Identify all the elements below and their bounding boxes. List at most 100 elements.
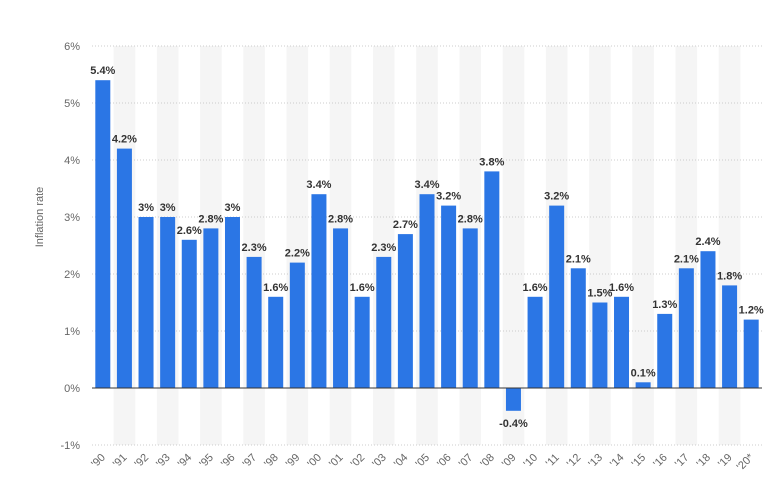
bar — [224, 217, 240, 388]
x-tick-label: '17 — [673, 452, 692, 471]
x-tick-label: '97 — [241, 452, 260, 471]
bar — [441, 205, 457, 388]
x-tick-label: '11 — [544, 452, 562, 470]
data-label: 1.6% — [609, 282, 634, 294]
data-label: 2.8% — [198, 213, 223, 225]
bar — [549, 205, 565, 388]
bar — [181, 239, 197, 388]
x-tick-label: '15 — [630, 452, 649, 471]
data-label: 2.8% — [328, 213, 353, 225]
bar — [570, 268, 586, 388]
data-label: 5.4% — [90, 65, 115, 77]
data-label: 1.6% — [350, 282, 375, 294]
bar — [397, 234, 413, 388]
bar — [95, 80, 111, 388]
x-tick-label: '03 — [370, 452, 389, 471]
data-label: 2.1% — [566, 253, 591, 265]
data-label: 2.1% — [674, 253, 699, 265]
bar — [138, 217, 154, 388]
data-label: 3.4% — [414, 179, 439, 191]
bar — [527, 296, 543, 388]
bar — [160, 217, 176, 388]
data-label: 2.4% — [695, 236, 720, 248]
y-axis-label: Inflation rate — [34, 187, 46, 248]
x-tick-label: '04 — [392, 452, 411, 471]
y-tick-label: 0% — [64, 383, 80, 395]
data-label: 2.6% — [177, 225, 202, 237]
x-tick-label: '18 — [694, 452, 713, 471]
y-tick-label: 6% — [64, 41, 80, 53]
x-tick-label: '07 — [457, 452, 476, 471]
x-tick-label: '98 — [262, 452, 281, 471]
data-label: 4.2% — [112, 134, 137, 146]
data-label: -0.4% — [499, 418, 528, 430]
x-tick-label: '91 — [111, 452, 130, 471]
bar — [592, 302, 608, 388]
bar — [635, 382, 651, 388]
bar — [614, 296, 630, 388]
data-label: 3.2% — [544, 191, 569, 203]
data-label: 3% — [225, 202, 241, 214]
x-tick-label: '10 — [522, 452, 541, 471]
bar — [354, 296, 370, 388]
bar — [743, 319, 759, 388]
bar — [289, 262, 305, 388]
bar — [505, 388, 521, 411]
data-label: 0.1% — [631, 367, 656, 379]
x-tick-label: '20* — [735, 451, 757, 473]
x-tick-label: '99 — [284, 452, 303, 471]
bar — [268, 296, 284, 388]
column-band — [502, 46, 525, 445]
data-label: 3.4% — [306, 179, 331, 191]
bar — [116, 148, 132, 388]
data-label: 1.2% — [739, 305, 764, 317]
x-tick-label: '09 — [500, 452, 519, 471]
x-tick-label: '93 — [154, 452, 173, 471]
bar — [657, 313, 673, 388]
x-tick-label: '12 — [565, 452, 584, 471]
data-label: 2.2% — [285, 248, 310, 260]
data-label: 3.8% — [479, 156, 504, 168]
x-tick-label: '13 — [586, 452, 605, 471]
x-tick-label: '19 — [716, 452, 735, 471]
column-band — [632, 46, 654, 445]
data-label: 1.3% — [652, 299, 677, 311]
data-labels: 5.4%4.2%3% 3%2.6%2.8%3%2.3%1.6%2.2%3.4%2.… — [90, 65, 764, 430]
x-tick-label: '05 — [413, 452, 432, 471]
data-label: 3.2% — [436, 191, 461, 203]
x-tick-label: '92 — [133, 452, 152, 471]
data-label: 3% — [138, 202, 154, 214]
data-label: 2.3% — [242, 242, 267, 254]
data-label: 2.7% — [393, 219, 418, 231]
x-tick-label: '08 — [478, 452, 497, 471]
x-tick-label: '16 — [651, 452, 670, 471]
bar — [376, 256, 392, 388]
bar — [484, 171, 500, 388]
data-label: 3% — [160, 202, 176, 214]
x-axis-ticks: '90'91'92'93'94'95'96'97'98'99'00'01'02 '… — [89, 451, 757, 473]
y-tick-label: 4% — [64, 155, 80, 167]
x-tick-label: '06 — [435, 452, 454, 471]
bar — [246, 256, 262, 388]
y-axis-ticks: 6% 5% 4% 3% 2% 1% 0% -1% — [60, 41, 80, 452]
bar — [700, 251, 716, 388]
y-tick-label: 5% — [64, 98, 80, 110]
y-tick-label: -1% — [60, 440, 80, 452]
bar — [722, 285, 738, 388]
x-tick-label: '02 — [349, 452, 368, 471]
data-label: 1.6% — [263, 282, 288, 294]
bar — [311, 194, 327, 388]
y-tick-label: 1% — [64, 326, 80, 338]
x-tick-label: '14 — [608, 452, 627, 471]
data-label: 1.5% — [587, 288, 612, 300]
bar — [203, 228, 219, 388]
x-tick-label: '96 — [219, 452, 238, 471]
x-tick-label: '95 — [197, 452, 216, 471]
data-label: 2.3% — [371, 242, 396, 254]
bar — [462, 228, 478, 388]
data-label: 1.8% — [717, 270, 742, 282]
bars — [95, 80, 759, 411]
data-label: 2.8% — [458, 213, 483, 225]
y-tick-label: 2% — [64, 269, 80, 281]
